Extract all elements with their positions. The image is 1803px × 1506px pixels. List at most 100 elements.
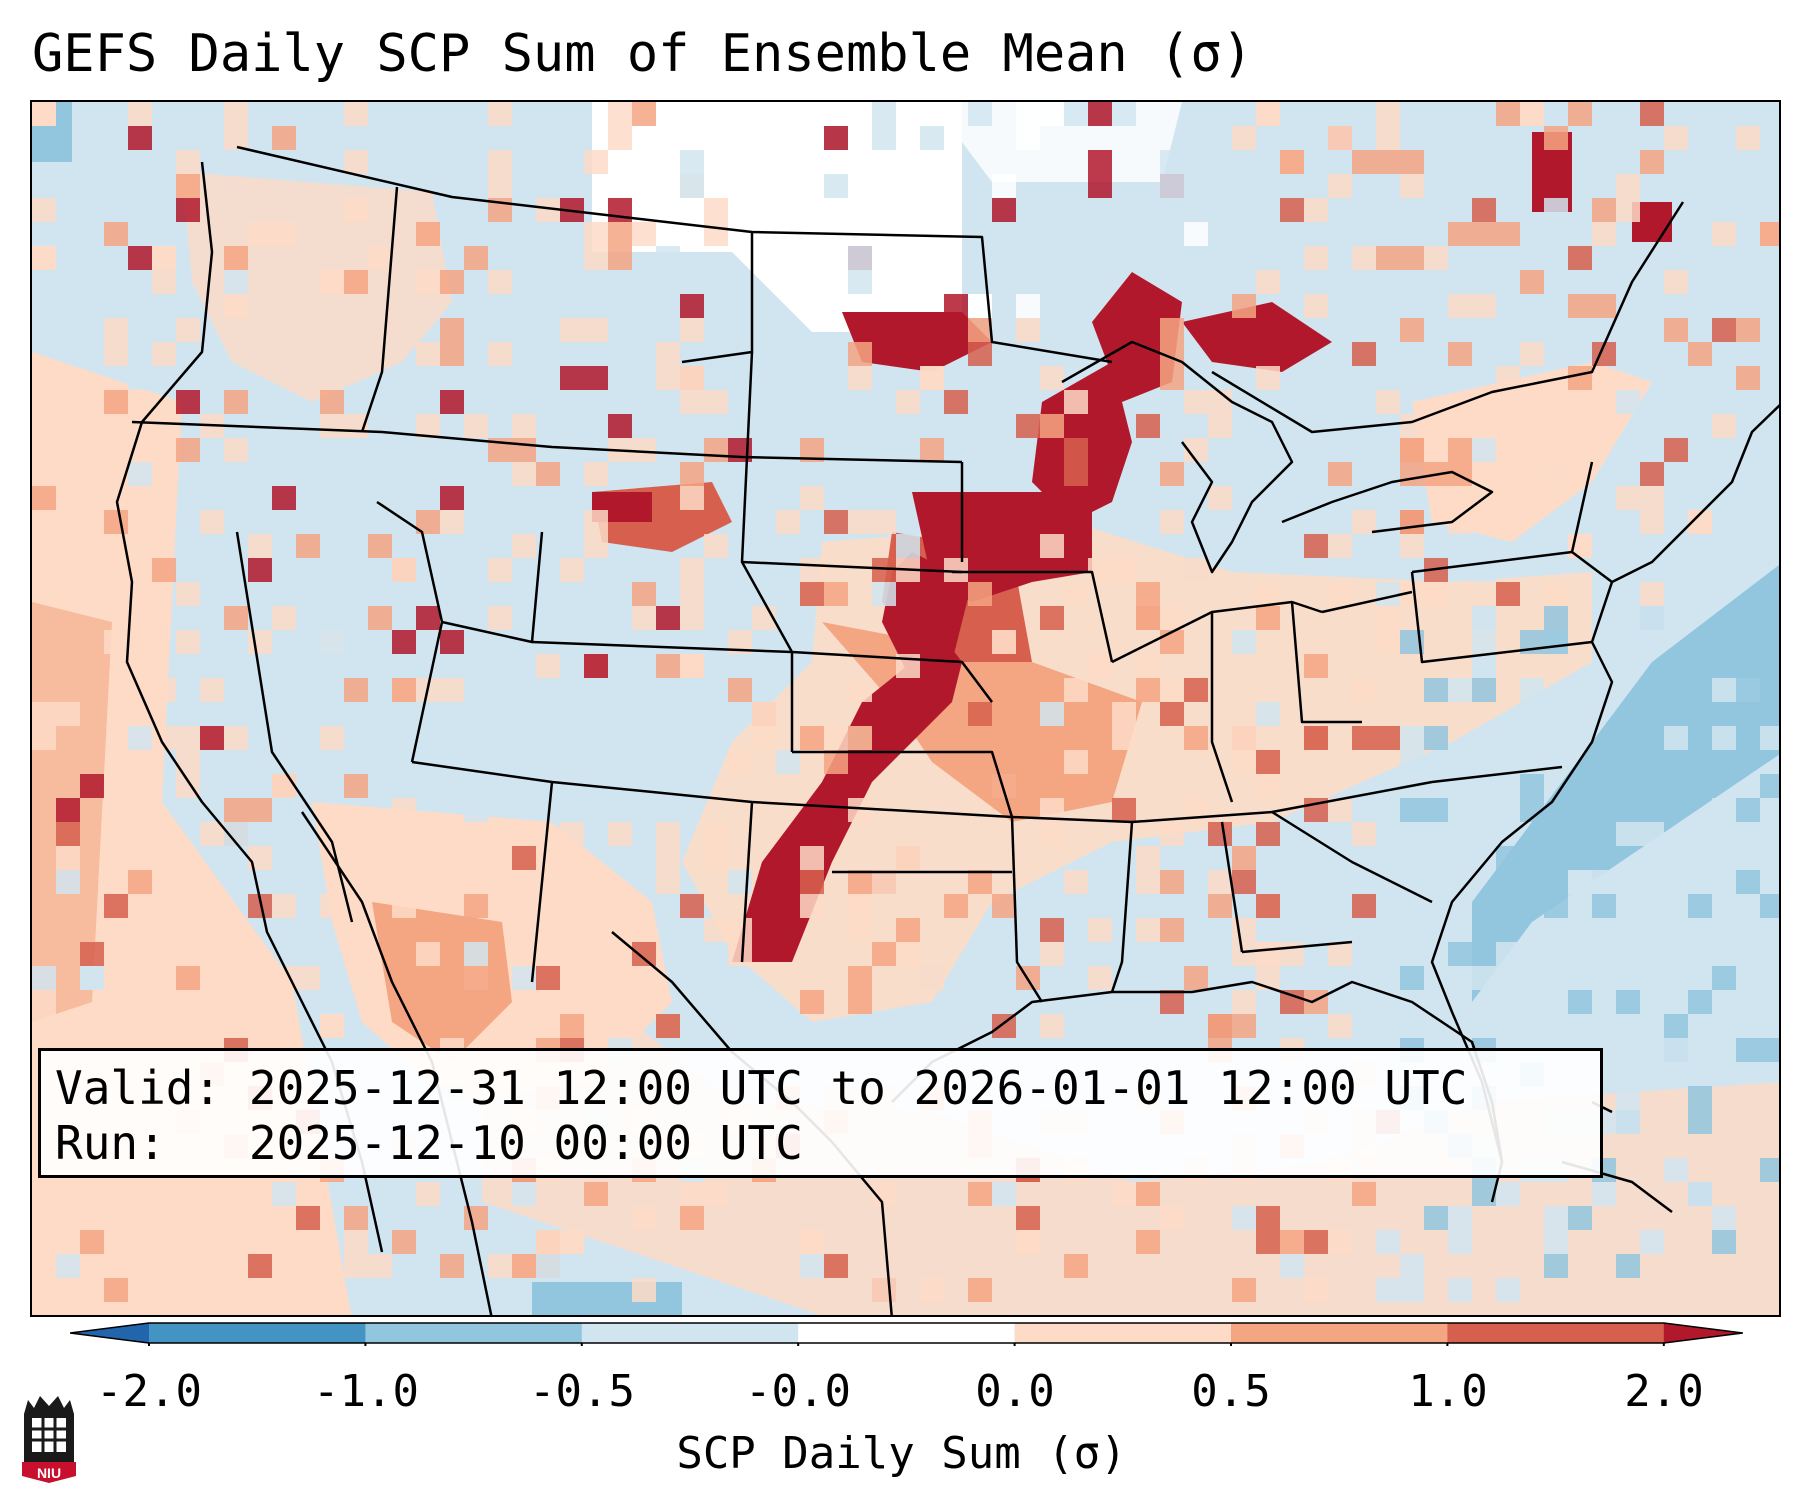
scp-pixel	[1424, 846, 1448, 870]
scp-pixel	[1256, 750, 1280, 774]
scp-pixel	[1136, 918, 1160, 942]
scp-pixel	[1640, 822, 1664, 846]
scp-pixel	[1568, 870, 1592, 894]
scp-pixel	[1400, 798, 1424, 822]
scp-pixel	[1208, 246, 1232, 270]
scp-pixel	[1376, 102, 1400, 126]
scp-pixel	[896, 390, 920, 414]
scp-pixel	[1448, 1278, 1472, 1302]
scp-pixel	[1592, 870, 1616, 894]
scp-pixel	[584, 510, 608, 534]
scp-pixel	[1016, 102, 1040, 126]
scp-pixel	[1736, 318, 1760, 342]
scp-pixel	[1472, 1182, 1496, 1206]
scp-pixel	[1472, 606, 1496, 630]
scp-pixel	[1544, 126, 1568, 150]
scp-pixel	[968, 870, 992, 894]
scp-pixel	[224, 294, 248, 318]
scp-pixel	[488, 150, 512, 174]
scp-pixel	[1592, 1182, 1616, 1206]
scp-pixel	[368, 246, 392, 270]
scp-pixel	[272, 126, 296, 150]
scp-pixel	[1136, 606, 1160, 630]
scp-pixel	[1736, 798, 1760, 822]
scp-pixel	[680, 486, 704, 510]
scp-pixel	[1352, 678, 1376, 702]
scp-pixel	[560, 990, 584, 1014]
scp-pixel	[1520, 270, 1544, 294]
scp-pixel	[1736, 990, 1760, 1014]
colorbar-bin	[1014, 1323, 1232, 1343]
scp-pixel	[344, 390, 368, 414]
scp-pixel	[1496, 222, 1520, 246]
scp-pixel	[224, 798, 248, 822]
scp-pixel	[1568, 534, 1592, 558]
scp-pixel	[1496, 414, 1520, 438]
scp-pixel	[224, 390, 248, 414]
scp-pixel	[176, 318, 200, 342]
scp-pixel	[1256, 1206, 1280, 1230]
scp-pixel	[1376, 726, 1400, 750]
scp-pixel	[824, 726, 848, 750]
scp-pixel	[320, 1014, 344, 1038]
scp-pixel	[560, 558, 584, 582]
scp-pixel	[1640, 102, 1664, 126]
scp-pixel	[152, 1206, 176, 1230]
scp-pixel	[1496, 1278, 1520, 1302]
scp-pixel	[1400, 966, 1424, 990]
scp-pixel	[128, 102, 152, 126]
scp-pixel	[1160, 606, 1184, 630]
scp-pixel	[824, 750, 848, 774]
scp-pixel	[1352, 822, 1376, 846]
scp-pixel	[512, 1182, 536, 1206]
scp-pixel	[32, 1014, 56, 1038]
scp-pixel	[1544, 894, 1568, 918]
scp-pixel	[584, 462, 608, 486]
scp-pixel	[896, 918, 920, 942]
scp-pixel	[488, 102, 512, 126]
scp-pixel	[536, 990, 560, 1014]
scp-pixel	[1760, 846, 1779, 870]
scp-pixel	[248, 630, 272, 654]
scp-pixel	[1304, 246, 1328, 270]
scp-pixel	[104, 222, 128, 246]
scp-pixel	[416, 942, 440, 966]
scp-pixel	[1400, 510, 1424, 534]
scp-pixel	[680, 414, 704, 438]
scp-pixel	[632, 102, 656, 126]
scp-pixel	[584, 318, 608, 342]
scp-pixel	[32, 390, 56, 414]
scp-pixel	[1232, 918, 1256, 942]
scp-pixel	[1016, 318, 1040, 342]
scp-pixel	[1736, 870, 1760, 894]
scp-pixel	[1040, 366, 1064, 390]
scp-pixel	[440, 486, 464, 510]
scp-pixel	[1736, 654, 1760, 678]
scp-pixel	[1520, 342, 1544, 366]
scp-pixel	[272, 606, 296, 630]
scp-pixel	[1208, 486, 1232, 510]
scp-pixel	[1760, 606, 1779, 630]
scp-pixel	[1088, 966, 1112, 990]
scp-pixel	[848, 342, 872, 366]
scp-pixel	[1568, 894, 1592, 918]
scp-pixel	[776, 750, 800, 774]
scp-pixel	[1496, 942, 1520, 966]
scp-pixel	[344, 1230, 368, 1254]
scp-pixel	[680, 150, 704, 174]
scp-pixel	[416, 342, 440, 366]
scp-pixel	[104, 390, 128, 414]
scp-pixel	[1544, 582, 1568, 606]
scp-pixel	[680, 606, 704, 630]
scp-pixel	[1160, 462, 1184, 486]
scp-pixel	[752, 342, 776, 366]
scp-pixel	[1712, 966, 1736, 990]
scp-pixel	[632, 750, 656, 774]
colorbar-bin	[149, 1323, 366, 1343]
scp-pixel	[392, 654, 416, 678]
scp-pixel	[608, 990, 632, 1014]
scp-pixel	[1664, 438, 1688, 462]
scp-pixel	[536, 654, 560, 678]
scp-pixel	[1064, 582, 1088, 606]
scp-pixel	[680, 294, 704, 318]
